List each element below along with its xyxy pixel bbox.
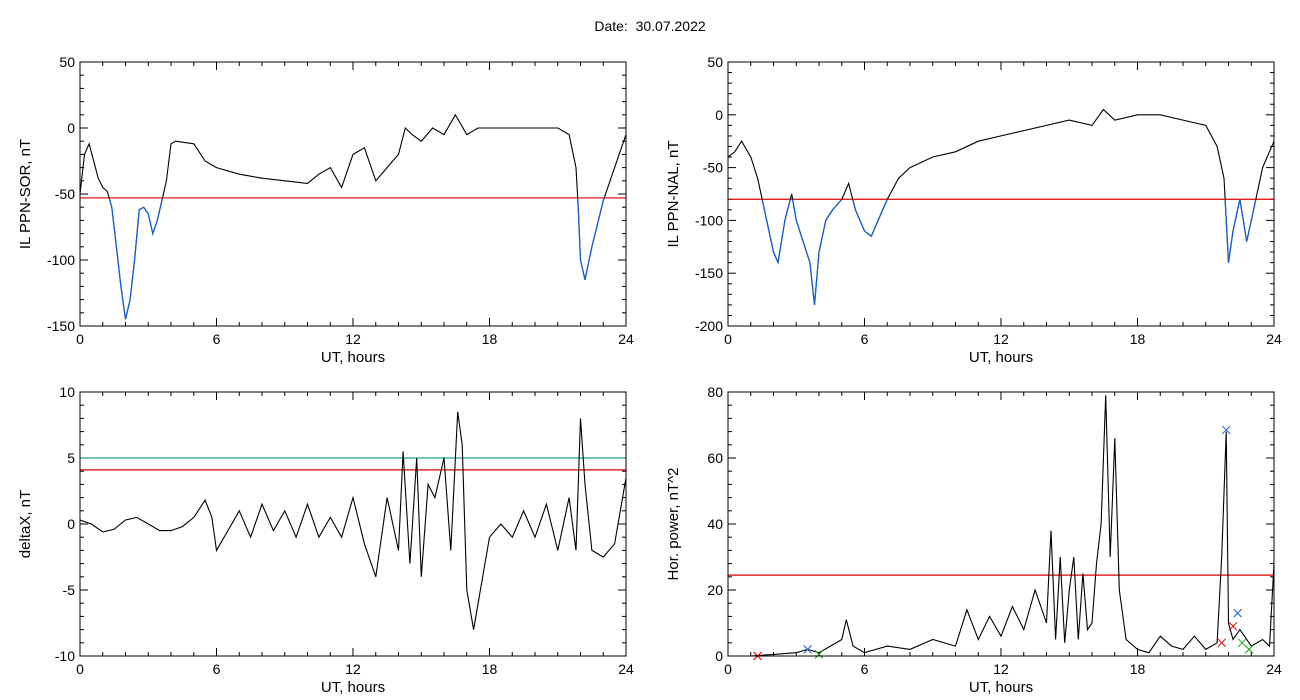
x-tick-label: 6 [861, 661, 869, 677]
below-threshold-segment [577, 197, 605, 280]
below-threshold-segment [852, 199, 888, 238]
y-axis-label: deltaX, nT [17, 490, 34, 558]
plot-panel-2: 0 6 12 18 24 50 0 -50 -100 -150 -200 UT, hours IL PP… [665, 54, 1282, 366]
series-line [728, 108, 1274, 305]
y-tick-label: -50 [703, 160, 723, 176]
x-tick-label: 6 [213, 331, 221, 347]
data-marker [1233, 608, 1242, 618]
plot-frame [727, 391, 1275, 657]
plot-panel-1: 0 6 12 18 24 50 0 -50 -100 -150 UT, hours IL PPN-SO… [17, 54, 634, 366]
x-tick-label: 6 [213, 661, 221, 677]
marker-stroke [1233, 608, 1242, 618]
x-tick-label: 0 [76, 661, 84, 677]
y-tick-label: -150 [47, 318, 75, 334]
data-marker [1221, 425, 1231, 435]
y-tick-label: 0 [715, 107, 723, 123]
y-tick-label: 80 [707, 384, 723, 400]
marker-stroke [814, 649, 824, 659]
data-marker [814, 649, 824, 659]
x-axis-label: UT, hours [321, 679, 385, 696]
x-tick-label: 12 [345, 331, 361, 347]
x-tick-label: 0 [724, 661, 732, 677]
data-marker [1228, 621, 1238, 631]
x-tick-label: 18 [482, 331, 498, 347]
marker-stroke [1237, 638, 1247, 648]
x-tick-label: 12 [345, 661, 361, 677]
y-tick-label: -200 [695, 318, 723, 334]
data-marker [1244, 645, 1254, 654]
y-tick-label: -10 [55, 648, 75, 664]
y-tick-label: 50 [707, 54, 723, 70]
below-threshold-segment [108, 197, 164, 320]
y-tick-label: 50 [59, 54, 75, 70]
marker-stroke [1221, 425, 1231, 435]
y-tick-label: -5 [63, 582, 76, 598]
x-tick-label: 24 [1266, 331, 1282, 347]
y-tick-label: 40 [707, 516, 723, 532]
y-tick-label: 0 [67, 120, 75, 136]
marker-stroke [1244, 645, 1254, 654]
data-marker [803, 645, 812, 654]
x-axis-label: UT, hours [321, 349, 385, 366]
x-tick-label: 24 [618, 661, 634, 677]
plot-frame [727, 61, 1275, 327]
x-tick-label: 18 [482, 661, 498, 677]
x-tick-label: 12 [993, 331, 1009, 347]
data-marker [1237, 638, 1247, 648]
plot-panel-3: 0 6 12 18 24 10 5 0 -5 -10 UT, hours deltaX, nT [17, 384, 634, 696]
below-threshold-segment [1224, 199, 1257, 263]
y-axis-label: IL PPN-SOR, nT [17, 139, 34, 249]
x-tick-label: 18 [1130, 331, 1146, 347]
x-tick-label: 6 [861, 331, 869, 347]
x-axis-label: UT, hours [969, 679, 1033, 696]
y-tick-label: 5 [67, 450, 75, 466]
below-threshold-segment [761, 199, 791, 265]
y-tick-label: -100 [695, 212, 723, 228]
marker-stroke [1217, 638, 1227, 648]
chart-title: Date: 30.07.2022 [594, 18, 706, 34]
marker-stroke [803, 645, 812, 654]
x-tick-label: 12 [993, 661, 1009, 677]
marker-stroke [1228, 621, 1238, 631]
plot-panel-4: 0 6 12 18 24 80 60 40 20 0 UT, hours Hor. power, nT… [665, 384, 1282, 696]
y-axis-label: IL PPN-NAL, nT [665, 141, 682, 248]
y-tick-label: -150 [695, 265, 723, 281]
y-tick-label: 20 [707, 582, 723, 598]
y-tick-label: -100 [47, 252, 75, 268]
x-tick-label: 18 [1130, 661, 1146, 677]
series-line [728, 395, 1274, 656]
y-tick-label: 0 [715, 648, 723, 664]
y-tick-label: 60 [707, 450, 723, 466]
x-tick-label: 0 [724, 331, 732, 347]
y-axis-label: Hor. power, nT^2 [665, 468, 682, 581]
series-line [80, 113, 626, 320]
plot-frame [79, 391, 627, 657]
x-tick-label: 24 [1266, 661, 1282, 677]
below-threshold-segment [791, 198, 843, 305]
x-tick-label: 0 [76, 331, 84, 347]
y-tick-label: 0 [67, 516, 75, 532]
plot-frame [79, 61, 627, 327]
series-line [80, 411, 626, 630]
y-tick-label: -50 [55, 186, 75, 202]
x-tick-label: 24 [618, 331, 634, 347]
y-tick-label: 10 [59, 384, 75, 400]
x-axis-label: UT, hours [969, 349, 1033, 366]
data-marker [1217, 638, 1227, 648]
